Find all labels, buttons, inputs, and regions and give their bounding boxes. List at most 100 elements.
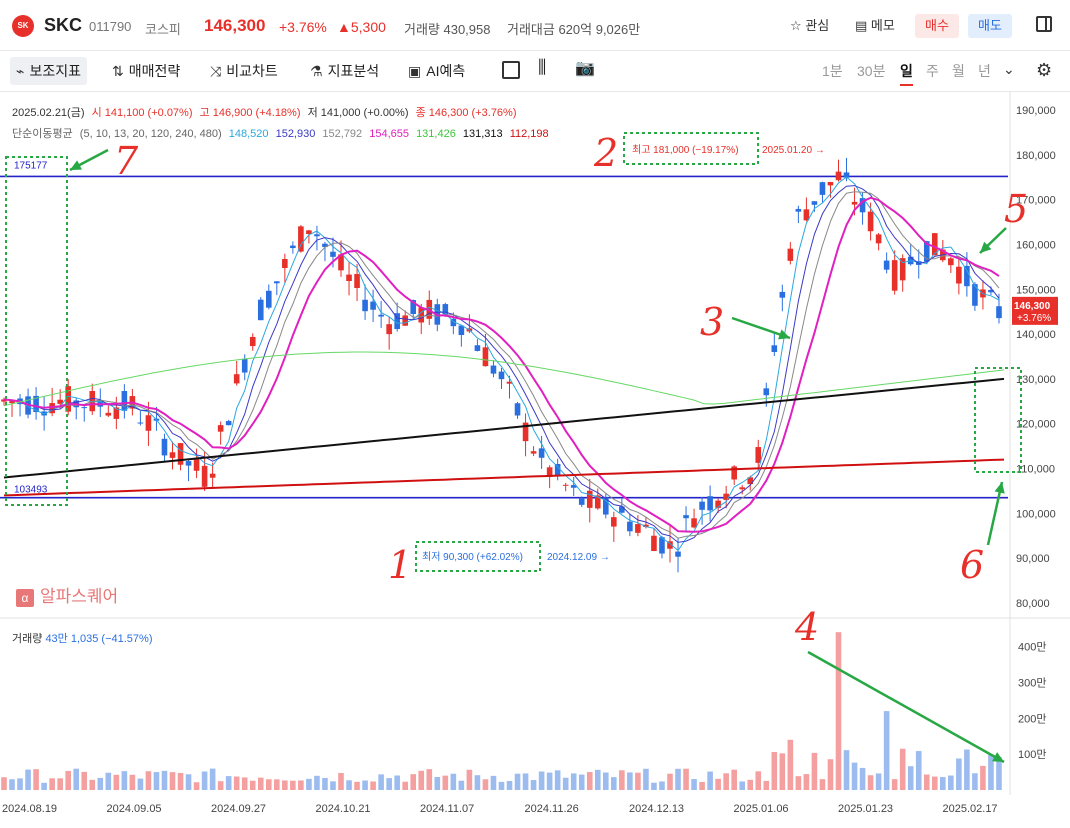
candle-body [57,399,63,404]
candle-body [394,313,400,330]
volume-bar [362,780,368,790]
buy-button[interactable]: 매수 [915,14,959,38]
watermark-text: 알파스퀘어 [40,587,119,606]
low-date: 2024.12.09 → [547,552,610,563]
indicators-button[interactable]: ⌁ 보조지표 [10,57,87,85]
watchlist-button[interactable]: ☆ 관심 [790,15,829,34]
ohlc-info: 2025.02.21(금) 시 141,100 (+0.07%) 고 146,9… [12,104,521,120]
volume-bar [578,774,585,790]
volume-bar [619,770,625,790]
ma10-value: 152,930 [275,128,316,140]
analysis-button[interactable]: ⚗ 지표분석 [310,61,379,81]
flask-icon: ⚗ [310,63,323,79]
volume-bar [715,778,721,790]
side-panel-icon[interactable] [1036,16,1052,32]
volume-bar [980,765,986,790]
strategy-button[interactable]: ⇅ 매매전략 [112,61,180,81]
camera-icon[interactable]: 📷 [575,60,595,77]
volume-bar [394,775,400,790]
moving-averages-layer: 146,300+3.76% 최고 181,000 (−19.17%) 2025.01… [3,132,1058,572]
y-tick-label: 170,000 [1016,195,1056,207]
arrow-6-head [994,482,1005,494]
candle-body [498,371,505,380]
volume-bar [386,778,392,790]
volume-bar [586,772,593,790]
volume-bar [418,770,425,790]
fullscreen-icon[interactable] [502,61,520,79]
candle-body [338,254,344,271]
volume-bar [699,781,705,790]
volume-bar [378,774,384,790]
ma5-value: 148,520 [228,128,269,140]
volume-bar [298,780,304,790]
stock-header: SK SKC 011790 코스피 146,300 +3.76% ▲5,300 … [0,0,1070,51]
ma-title: 단순이동평균 [12,128,73,140]
volume-bar [795,776,802,790]
alphasquare-watermark: α 알파스퀘어 [16,582,118,607]
candle-body [699,501,705,510]
volume-bar [338,772,344,790]
high-label-box [623,132,759,165]
star-icon: ☆ [790,18,802,33]
chevron-down-icon[interactable]: ⌄ [1003,61,1015,77]
ma-periods: (5, 10, 13, 20, 120, 240, 480) [79,128,222,140]
period-1min[interactable]: 1분 [822,63,843,79]
candle-body [282,259,288,269]
y-tick-label: 160,000 [1016,239,1056,251]
volume-bar [948,775,954,790]
candles-layer [1,157,1002,573]
candle-body [145,415,152,431]
volume-bar [643,768,649,790]
annotation-number: 7 [114,139,139,183]
arrow-4-head [992,752,1004,762]
volume-bar [771,751,778,790]
price-axis: 190,000180,000170,000160,000150,000140,0… [0,92,1070,795]
period-30min[interactable]: 30분 [857,63,886,79]
sell-button[interactable]: 매도 [968,14,1012,38]
gear-icon[interactable]: ⚙ [1036,60,1053,80]
volume-bar [667,773,673,790]
volume-bar [474,775,481,790]
candle-body [956,266,962,284]
volume-bar [33,769,39,790]
y-tick-label: 150,000 [1016,284,1056,296]
period-year[interactable]: 년 [978,63,991,79]
period-day[interactable]: 일 [900,61,913,86]
candle-body [314,234,320,237]
candle-body [386,324,392,335]
period-month[interactable]: 월 [952,63,965,79]
candle-body [899,258,906,281]
y-tick-label: 180,000 [1016,150,1056,162]
volume-bar [514,773,521,790]
volume-bar [209,768,216,790]
volume-bar [330,781,336,790]
y-tick-label: 100,000 [1016,508,1056,520]
ai-predict-button[interactable]: ▣ AI예측 [408,61,465,81]
ma-info: 단순이동평균 (5, 10, 13, 20, 120, 240, 480) 14… [12,125,553,141]
y-tick-label: 190,000 [1016,105,1056,117]
volume-bar [940,777,946,790]
candle-body [948,258,954,266]
memo-button[interactable]: ▤ 메모 [855,15,895,34]
volume-bar [915,751,922,790]
candle-body [651,535,657,552]
compare-button[interactable]: ⤨ 비교차트 [210,61,278,81]
volume-bar [458,780,465,790]
volume-bar [193,782,200,790]
shuffle-icon: ⤨ [210,63,222,79]
y-tick-label: 110,000 [1016,464,1055,476]
candle-body [49,403,55,414]
candle-body [482,347,489,367]
x-tick-label: 2024.09.05 [107,803,162,815]
candle-body [1,399,7,402]
volume-bar [787,739,794,790]
candle-body [675,551,681,557]
current-price-tag-pct: +3.76% [1017,313,1051,324]
trade-amount-text: 거래대금 620억 9,026만 [507,22,641,37]
period-week[interactable]: 주 [926,63,939,79]
volume-bar [249,780,256,790]
candle-body [883,260,890,270]
candle-body [257,299,264,321]
candle-type-icon[interactable]: ⫼ [538,57,547,77]
